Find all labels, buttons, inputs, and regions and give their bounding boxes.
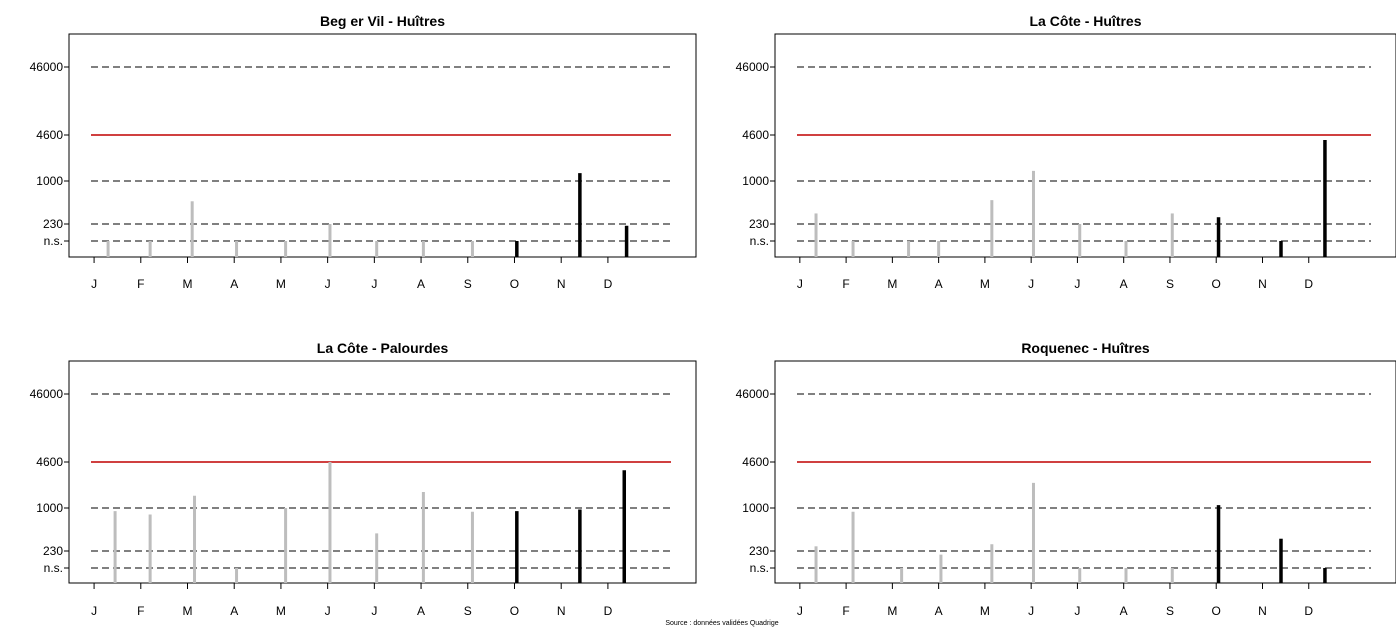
x-tick-label: A — [1120, 604, 1128, 618]
y-tick-label: n.s. — [44, 561, 63, 575]
chart-panel: Beg er Vil - Huîtres n.s. 230 1000 4600 46000… — [30, 13, 697, 291]
y-tick-label: 46000 — [30, 60, 64, 74]
y-tick-label: 230 — [43, 217, 63, 231]
x-tick-label: J — [371, 277, 377, 291]
chart-panel: La Côte - Palourdes n.s. 230 1000 4600 46000 J… — [30, 340, 697, 618]
plot-frame — [68, 360, 697, 584]
x-tick-label: M — [183, 604, 193, 618]
chart-panel: Roquenec - Huîtres n.s. 230 1000 4600 46000 J F… — [736, 340, 1396, 618]
x-tick-label: M — [980, 277, 990, 291]
chart-title: Beg er Vil - Huîtres — [320, 13, 445, 29]
y-tick-label: 1000 — [36, 174, 63, 188]
x-tick-label: M — [887, 277, 897, 291]
plot-frame — [68, 33, 697, 258]
x-tick-label: O — [1212, 604, 1221, 618]
x-tick-label: M — [276, 604, 286, 618]
y-tick-label: 230 — [749, 544, 769, 558]
y-tick-label: n.s. — [750, 561, 769, 575]
x-tick-label: O — [510, 277, 519, 291]
x-tick-label: J — [91, 277, 97, 291]
plot-frame — [774, 360, 1396, 584]
chart-title: Roquenec - Huîtres — [1021, 340, 1150, 356]
chart-title: La Côte - Palourdes — [317, 340, 449, 356]
y-tick-label: 46000 — [736, 60, 770, 74]
chart-panel: La Côte - Huîtres n.s. 230 1000 4600 46000 J F M… — [736, 13, 1396, 291]
x-tick-label: O — [1212, 277, 1221, 291]
y-tick-label: 46000 — [30, 387, 64, 401]
plot-frame — [774, 33, 1396, 258]
x-tick-label: M — [276, 277, 286, 291]
x-tick-label: J — [1028, 277, 1034, 291]
x-tick-label: A — [417, 277, 425, 291]
chart-title: La Côte - Huîtres — [1029, 13, 1141, 29]
y-tick-label: 1000 — [742, 174, 769, 188]
x-tick-label: D — [604, 277, 613, 291]
y-tick-label: 4600 — [742, 455, 769, 469]
x-tick-label: J — [1028, 604, 1034, 618]
x-tick-label: N — [557, 604, 566, 618]
y-tick-label: 230 — [749, 217, 769, 231]
x-tick-label: J — [325, 277, 331, 291]
x-tick-label: D — [1304, 604, 1313, 618]
y-tick-label: 1000 — [742, 501, 769, 515]
x-tick-label: A — [230, 604, 238, 618]
x-tick-label: M — [980, 604, 990, 618]
y-tick-label: 4600 — [742, 128, 769, 142]
x-tick-label: F — [842, 604, 849, 618]
x-tick-label: S — [464, 277, 472, 291]
x-tick-label: N — [557, 277, 566, 291]
x-tick-label: N — [1258, 277, 1267, 291]
y-tick-label: n.s. — [750, 234, 769, 248]
x-tick-label: J — [325, 604, 331, 618]
x-tick-label: A — [935, 604, 943, 618]
x-tick-label: J — [797, 604, 803, 618]
x-tick-label: A — [1120, 277, 1128, 291]
x-tick-label: A — [935, 277, 943, 291]
x-tick-label: M — [887, 604, 897, 618]
y-tick-label: 4600 — [36, 128, 63, 142]
x-tick-label: S — [1166, 277, 1174, 291]
x-tick-label: D — [604, 604, 613, 618]
y-tick-label: 46000 — [736, 387, 770, 401]
y-tick-label: 230 — [43, 544, 63, 558]
x-tick-label: S — [1166, 604, 1174, 618]
x-tick-label: N — [1258, 604, 1267, 618]
y-tick-label: 1000 — [36, 501, 63, 515]
x-tick-label: O — [510, 604, 519, 618]
y-tick-label: 4600 — [36, 455, 63, 469]
x-tick-label: A — [417, 604, 425, 618]
x-tick-label: J — [797, 277, 803, 291]
x-tick-label: F — [137, 277, 144, 291]
x-tick-label: S — [464, 604, 472, 618]
x-tick-label: J — [1074, 604, 1080, 618]
source-note: Source : données validées Quadrige — [665, 620, 778, 627]
x-tick-label: F — [137, 604, 144, 618]
y-tick-label: n.s. — [44, 234, 63, 248]
x-tick-label: A — [230, 277, 238, 291]
x-tick-label: F — [842, 277, 849, 291]
x-tick-label: M — [183, 277, 193, 291]
x-tick-label: J — [91, 604, 97, 618]
x-tick-label: J — [1074, 277, 1080, 291]
x-tick-label: J — [371, 604, 377, 618]
x-tick-label: D — [1304, 277, 1313, 291]
